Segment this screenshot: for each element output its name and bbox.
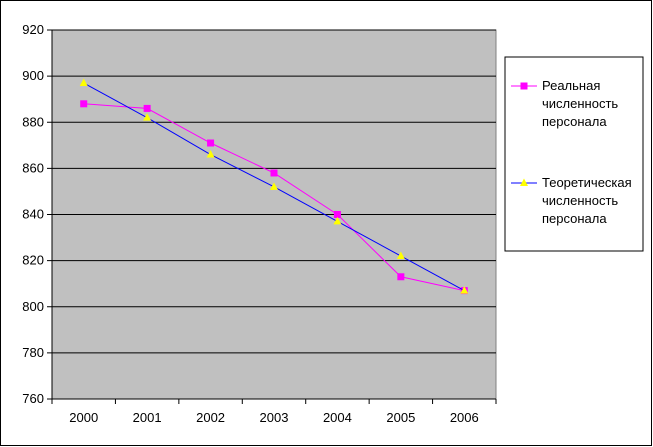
- legend-marker: [520, 178, 528, 186]
- y-tick-label: 900: [22, 68, 44, 83]
- legend-box: [504, 56, 644, 252]
- legend-item-2: Теоретическая численность персонала: [511, 175, 632, 226]
- x-tick-label: 2003: [260, 410, 289, 425]
- y-tick-label: 860: [22, 160, 44, 175]
- y-axis: 760 780 800 820 840 860 880 900 920: [22, 22, 53, 406]
- y-tick-label: 920: [22, 22, 44, 37]
- legend-label: Теоретическая: [542, 175, 632, 190]
- x-tick-label: 2001: [133, 410, 162, 425]
- data-point: [396, 251, 405, 260]
- gridlines: [52, 29, 496, 354]
- x-tick-label: 2000: [69, 410, 98, 425]
- y-tick-label: 780: [22, 345, 44, 360]
- series-layer: [79, 78, 469, 295]
- x-tick-label: 2004: [323, 410, 352, 425]
- data-point: [333, 216, 342, 225]
- y-tick-label: 800: [22, 299, 44, 314]
- y-tick-label: 840: [22, 207, 44, 222]
- data-point: [333, 211, 341, 218]
- data-point: [207, 139, 215, 147]
- data-point: [143, 104, 151, 112]
- data-point: [143, 113, 152, 121]
- data-point: [206, 150, 215, 158]
- x-tick-label: 2005: [386, 410, 415, 425]
- y-tick-label: 880: [22, 114, 44, 129]
- y-tick-label: 820: [22, 253, 44, 268]
- data-point: [460, 286, 469, 294]
- legend-marker: [520, 82, 528, 90]
- x-axis: 2000 2001 2002 2003 2004 2005 2006: [51, 398, 497, 425]
- x-tick-label: 2006: [450, 410, 479, 425]
- data-point: [270, 169, 278, 177]
- data-point: [270, 182, 278, 190]
- data-point: [80, 100, 88, 108]
- legend-label: Реальная: [542, 78, 600, 93]
- data-point: [79, 78, 88, 87]
- x-tick-label: 2002: [196, 410, 225, 425]
- y-tick-label: 760: [22, 391, 44, 406]
- legend-label: персонала: [542, 114, 607, 129]
- legend: РеальнаячисленностьперсоналаТеоретическа…: [504, 56, 644, 252]
- legend-label: численность: [542, 193, 618, 208]
- series-2: [79, 78, 469, 294]
- data-point: [397, 273, 405, 281]
- legend-item-1: Реальная численность персонала: [511, 78, 618, 129]
- legend-label: численность: [542, 96, 618, 111]
- legend-label: персонала: [542, 211, 607, 226]
